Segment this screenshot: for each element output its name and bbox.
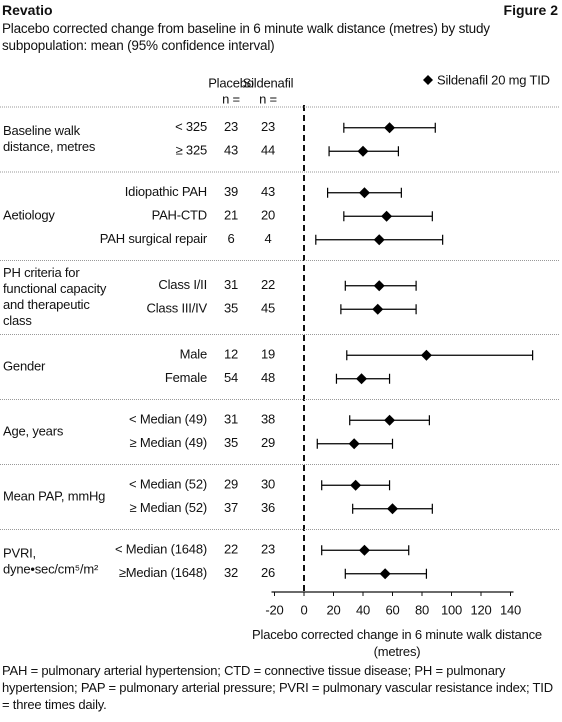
x-tick-label: 120 bbox=[470, 602, 491, 617]
sildenafil-n: 23 bbox=[261, 119, 275, 134]
mean-marker bbox=[348, 438, 360, 450]
group-label: Mean PAP, mmHg bbox=[3, 488, 105, 503]
row-label: < Median (49) bbox=[129, 412, 207, 427]
row-label: ≥Median (1648) bbox=[119, 565, 207, 580]
placebo-n: 31 bbox=[224, 277, 238, 292]
row-label: Female bbox=[165, 370, 207, 385]
placebo-n: 35 bbox=[224, 435, 238, 450]
mean-marker bbox=[387, 503, 398, 515]
group-label: Aetiology bbox=[3, 208, 55, 223]
mean-marker bbox=[379, 568, 391, 580]
row-label: Class I/II bbox=[158, 277, 207, 292]
group-label: class bbox=[3, 313, 32, 328]
mean-marker bbox=[357, 145, 369, 157]
sildenafil-n: 36 bbox=[261, 500, 275, 515]
column-header: n = bbox=[222, 91, 240, 106]
mean-marker bbox=[384, 414, 396, 426]
sildenafil-n: 48 bbox=[261, 370, 275, 385]
row-label: ≥ 325 bbox=[176, 143, 207, 158]
sildenafil-n: 38 bbox=[261, 412, 275, 427]
mean-marker bbox=[350, 479, 362, 491]
mean-marker bbox=[373, 234, 385, 246]
mean-marker bbox=[358, 187, 370, 199]
placebo-n: 23 bbox=[224, 119, 238, 134]
group-label: Baseline walk bbox=[3, 123, 81, 138]
placebo-n: 12 bbox=[224, 347, 238, 362]
mean-marker bbox=[356, 373, 368, 385]
row-label: Idiopathic PAH bbox=[125, 184, 207, 199]
sildenafil-n: 30 bbox=[261, 477, 275, 492]
sildenafil-n: 29 bbox=[261, 435, 275, 450]
placebo-n: 22 bbox=[224, 542, 238, 557]
group-label: dyne•sec/cm⁵/m² bbox=[3, 561, 99, 576]
sildenafil-n: 22 bbox=[261, 277, 275, 292]
mean-marker bbox=[381, 210, 393, 222]
group-label: functional capacity bbox=[3, 281, 107, 296]
placebo-n: 39 bbox=[224, 184, 238, 199]
row-label: ≥ Median (52) bbox=[129, 500, 207, 515]
x-tick-label: 40 bbox=[356, 602, 370, 617]
row-label: PAH surgical repair bbox=[100, 231, 208, 246]
sildenafil-n: 44 bbox=[261, 143, 275, 158]
x-tick-label: 0 bbox=[300, 602, 307, 617]
column-header: n = bbox=[259, 91, 277, 106]
group-label: Age, years bbox=[3, 423, 64, 438]
placebo-n: 31 bbox=[224, 412, 238, 427]
mean-marker bbox=[358, 544, 370, 556]
column-header: Placebo bbox=[208, 75, 254, 90]
x-tick-label: 140 bbox=[500, 602, 521, 617]
mean-marker bbox=[384, 122, 396, 134]
sildenafil-n: 4 bbox=[264, 231, 271, 246]
sildenafil-n: 45 bbox=[261, 301, 275, 316]
column-header: Sildenafil bbox=[243, 75, 294, 90]
row-label: Male bbox=[180, 347, 207, 362]
row-label: < 325 bbox=[175, 119, 207, 134]
x-axis-label: Placebo corrected change in 6 minute wal… bbox=[252, 627, 542, 659]
x-tick-label: 100 bbox=[441, 602, 462, 617]
sildenafil-n: 23 bbox=[261, 542, 275, 557]
x-tick-label: 20 bbox=[326, 602, 340, 617]
chart-title: Placebo corrected change from baseline i… bbox=[2, 21, 490, 53]
row-label: < Median (1648) bbox=[115, 542, 207, 557]
placebo-n: 21 bbox=[224, 208, 238, 223]
placebo-n: 43 bbox=[224, 143, 238, 158]
group-label: distance, metres bbox=[3, 139, 96, 154]
placebo-n: 29 bbox=[224, 477, 238, 492]
row-label: ≥ Median (49) bbox=[129, 435, 207, 450]
group-label: PH criteria for bbox=[3, 265, 80, 280]
group-label: Gender bbox=[3, 358, 46, 373]
legend-label: Sildenafil 20 mg TID bbox=[437, 72, 550, 87]
group-label: PVRI, bbox=[3, 545, 36, 560]
x-tick-label: -20 bbox=[265, 602, 283, 617]
sildenafil-n: 43 bbox=[261, 184, 275, 199]
x-tick-label: 60 bbox=[385, 602, 399, 617]
mean-marker bbox=[372, 303, 384, 315]
header-right: Figure 2 bbox=[503, 2, 558, 18]
placebo-n: 54 bbox=[224, 370, 238, 385]
sildenafil-n: 20 bbox=[261, 208, 275, 223]
placebo-n: 32 bbox=[224, 565, 238, 580]
legend-marker bbox=[423, 75, 433, 85]
row-label: PAH-CTD bbox=[152, 208, 207, 223]
placebo-n: 35 bbox=[224, 301, 238, 316]
x-tick-label: 80 bbox=[415, 602, 429, 617]
placebo-n: 6 bbox=[227, 231, 234, 246]
footnote: PAH = pulmonary arterial hypertension; C… bbox=[2, 663, 553, 712]
sildenafil-n: 26 bbox=[261, 565, 275, 580]
row-label: Class III/IV bbox=[147, 301, 208, 316]
placebo-n: 37 bbox=[224, 500, 238, 515]
mean-marker bbox=[420, 349, 432, 361]
mean-marker bbox=[373, 280, 385, 292]
row-label: < Median (52) bbox=[129, 477, 207, 492]
sildenafil-n: 19 bbox=[261, 347, 275, 362]
group-label: and therapeutic bbox=[3, 297, 90, 312]
header-left: Revatio bbox=[2, 2, 53, 18]
